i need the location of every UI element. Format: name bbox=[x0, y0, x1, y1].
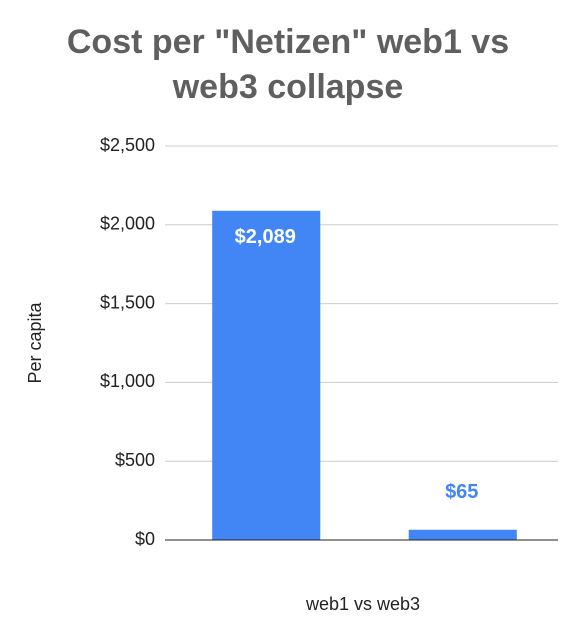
y-tick-label: $1,000 bbox=[100, 371, 155, 391]
bar bbox=[408, 529, 517, 540]
data-label: $2,089 bbox=[235, 226, 296, 248]
bar bbox=[212, 210, 321, 540]
y-tick-label: $2,500 bbox=[100, 135, 155, 155]
y-tick-label: $2,000 bbox=[100, 214, 155, 234]
y-tick-label: $1,500 bbox=[100, 292, 155, 312]
chart-title: Cost per "Netizen" web1 vs web3 collapse bbox=[66, 23, 510, 106]
y-tick-label: $0 bbox=[135, 529, 155, 549]
data-label: $65 bbox=[445, 481, 478, 503]
y-axis-label: Per capita bbox=[25, 301, 45, 383]
x-axis-label: web1 vs web3 bbox=[305, 594, 420, 614]
y-tick-label: $500 bbox=[115, 450, 155, 470]
